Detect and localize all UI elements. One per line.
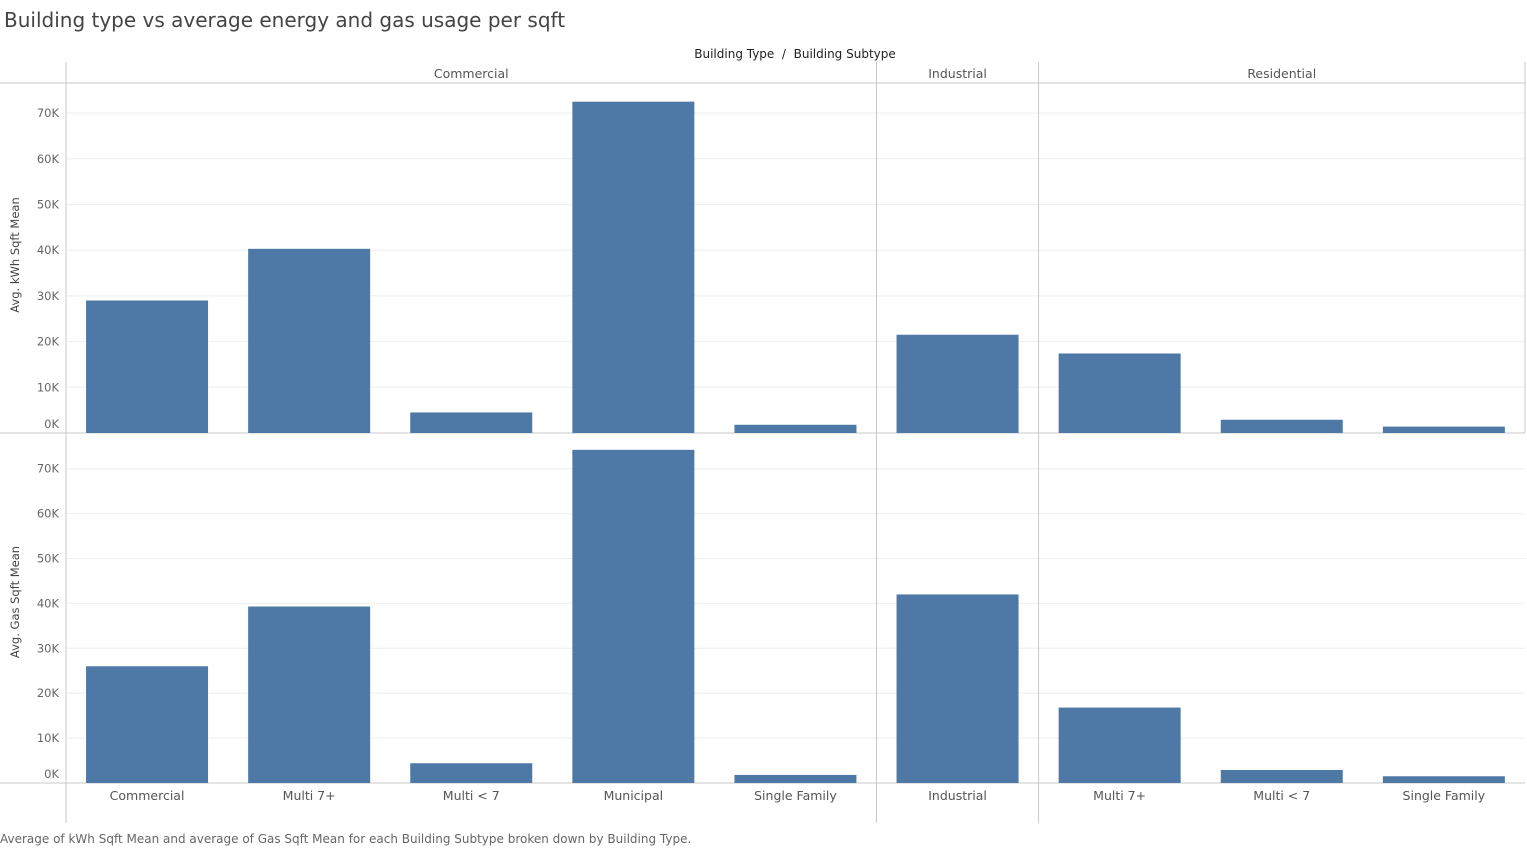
- bar-kwh-1[interactable]: [248, 248, 371, 433]
- bar-gas-3[interactable]: [572, 449, 695, 783]
- column-dimension-title: Building Type / Building Subtype: [694, 47, 896, 61]
- x-category-label: Multi 7+: [283, 788, 336, 803]
- y-tick-label: 60K: [37, 507, 60, 521]
- x-category-label: Single Family: [754, 788, 837, 803]
- category-labels: Commercial Multi 7+ Multi < 7 Municipal Sing…: [110, 788, 1486, 803]
- x-category-label: Single Family: [1403, 788, 1486, 803]
- y-tick-label: 50K: [37, 552, 60, 566]
- y-tick-label: 20K: [37, 686, 60, 700]
- y-tick-label: 40K: [37, 243, 60, 257]
- bar-kwh-2[interactable]: [410, 412, 533, 433]
- x-category-label: Multi < 7: [443, 788, 500, 803]
- bar-gas-6[interactable]: [1058, 707, 1181, 783]
- bar-kwh-7[interactable]: [1220, 419, 1343, 433]
- group-headers: Commercial Industrial Residential: [434, 66, 1316, 81]
- group-header-commercial: Commercial: [434, 66, 509, 81]
- y-tick-label: 30K: [37, 641, 60, 655]
- bar-gas-4[interactable]: [734, 774, 857, 783]
- x-category-label: Commercial: [110, 788, 185, 803]
- y-tick-label: 10K: [37, 380, 60, 394]
- x-category-label: Municipal: [604, 788, 664, 803]
- x-category-label: Industrial: [928, 788, 987, 803]
- bar-kwh-5[interactable]: [896, 334, 1019, 433]
- y-tick-label: 50K: [37, 198, 60, 212]
- bar-gas-7[interactable]: [1220, 769, 1343, 783]
- y-axis-title-kwh: Avg. kWh Sqft Mean: [8, 197, 22, 313]
- y-axes: 0K 10K 20K 30K 40K 50K 60K 70K Avg. kWh Sqft Mea…: [8, 106, 59, 781]
- y-tick-label: 10K: [37, 731, 60, 745]
- pane-dividers: [0, 62, 1526, 823]
- bar-kwh-8[interactable]: [1382, 426, 1505, 433]
- bar-gas-1[interactable]: [248, 606, 371, 783]
- bar-kwh-0[interactable]: [86, 300, 209, 433]
- bar-kwh-4[interactable]: [734, 424, 857, 433]
- bar-kwh-3[interactable]: [572, 101, 695, 434]
- bar-gas-2[interactable]: [410, 763, 533, 783]
- group-header-residential: Residential: [1247, 66, 1316, 81]
- group-header-industrial: Industrial: [928, 66, 987, 81]
- bars: [86, 101, 1505, 783]
- y-tick-label: 40K: [37, 596, 60, 610]
- y-tick-label: 30K: [37, 289, 60, 303]
- y-tick-label: 0K: [44, 767, 59, 781]
- y-tick-label: 60K: [37, 152, 60, 166]
- y-tick-label: 0K: [44, 417, 59, 431]
- bar-gas-5[interactable]: [896, 594, 1019, 783]
- y-tick-label: 20K: [37, 335, 60, 349]
- y-tick-label: 70K: [37, 106, 60, 120]
- chart-title: Building type vs average energy and gas …: [4, 8, 566, 32]
- bar-kwh-6[interactable]: [1058, 353, 1181, 433]
- bar-gas-8[interactable]: [1382, 776, 1505, 783]
- x-category-label: Multi 7+: [1093, 788, 1146, 803]
- y-axis-title-gas: Avg. Gas Sqft Mean: [8, 546, 22, 658]
- x-category-label: Multi < 7: [1253, 788, 1310, 803]
- y-tick-label: 70K: [37, 462, 60, 476]
- bar-gas-0[interactable]: [86, 666, 209, 783]
- chart-caption: Average of kWh Sqft Mean and average of …: [0, 832, 692, 846]
